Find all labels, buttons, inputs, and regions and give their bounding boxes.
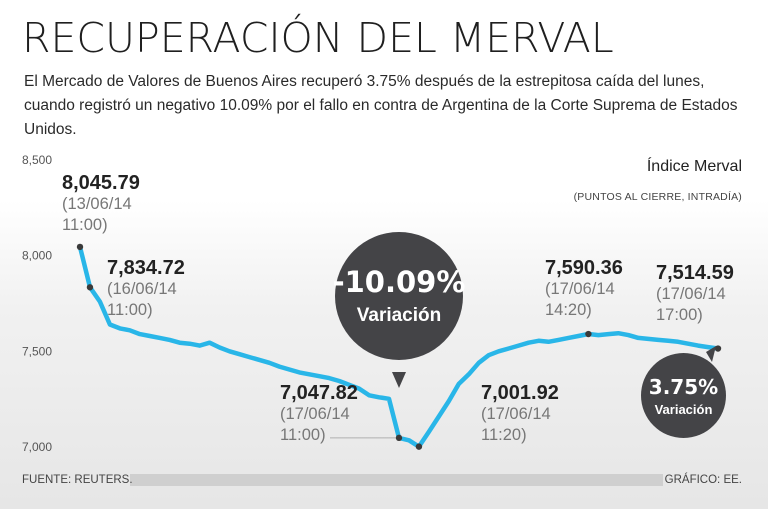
- data-point: [395, 434, 403, 442]
- data-point: [76, 243, 84, 251]
- y-tick-label: 8,000: [22, 249, 52, 263]
- y-tick-label: 8,500: [22, 153, 52, 167]
- annotation-time: 17:00): [656, 306, 703, 324]
- annotation-value: 7,590.36: [545, 257, 623, 279]
- annotation-value: 7,514.59: [656, 262, 734, 284]
- annotation-time: 14:20): [545, 301, 592, 319]
- credit-note: GRÁFICO: EE.: [664, 474, 742, 486]
- variation-label: Variación: [356, 305, 442, 326]
- source-note: FUENTE: REUTERS.: [22, 474, 133, 486]
- annotation-low: 7,001.92 (17/06/14 11:20): [481, 382, 559, 446]
- series-name: Índice Merval: [646, 158, 742, 175]
- footer-divider: [130, 474, 663, 486]
- y-tick-label: 7,500: [22, 344, 52, 358]
- page-subtitle: El Mercado de Valores de Buenos Aires re…: [24, 73, 738, 138]
- variation-label: Variación: [654, 401, 713, 417]
- annotation-value: 8,045.79: [62, 172, 140, 194]
- annotation-close: 7,514.59 (17/06/14 17:00): [656, 262, 734, 326]
- data-point: [415, 443, 423, 450]
- annotation-value: 7,047.82: [280, 382, 358, 404]
- annotation-date: (16/06/14: [107, 280, 177, 298]
- annotation-time: 11:00): [280, 426, 326, 444]
- annotation-time: 11:20): [481, 426, 527, 444]
- data-point: [714, 345, 722, 352]
- variation-percent: 3.75%: [648, 374, 719, 399]
- annotation-date: (17/06/14: [280, 405, 350, 423]
- series-note: (PUNTOS AL CIERRE, INTRADÍA): [573, 191, 742, 203]
- annotation-recovery: 7,590.36 (17/06/14 14:20): [545, 257, 623, 321]
- y-tick-label: 7,000: [22, 440, 52, 454]
- annotation-date: (17/06/14: [656, 285, 726, 303]
- annotation-date: (17/06/14: [481, 405, 551, 423]
- variation-bubble-drop: -10.09% Variación: [332, 232, 466, 360]
- data-point: [585, 330, 592, 338]
- variation-percent: -10.09%: [332, 265, 466, 299]
- annotation-drop: 7,047.82 (17/06/14 11:00): [280, 382, 358, 446]
- annotation-peak: 8,045.79 (13/06/14 11:00): [62, 172, 140, 236]
- annotation-date: (17/06/14: [545, 280, 615, 298]
- page-title: RECUPERACIÓN DEL MERVAL: [22, 14, 614, 62]
- annotation-time: 11:00): [62, 216, 108, 234]
- annotation-date: (13/06/14: [62, 195, 132, 213]
- annotation-time: 11:00): [107, 301, 153, 319]
- variation-bubble-recovery: 3.75% Variación: [641, 353, 726, 438]
- annotation-value: 7,001.92: [481, 382, 559, 404]
- annotation-value: 7,834.72: [107, 257, 185, 279]
- y-axis: 8,500 8,000 7,500 7,000: [22, 153, 52, 454]
- data-points: [76, 243, 722, 450]
- data-point: [86, 284, 94, 291]
- annotation-1606: 7,834.72 (16/06/14 11:00): [107, 257, 185, 321]
